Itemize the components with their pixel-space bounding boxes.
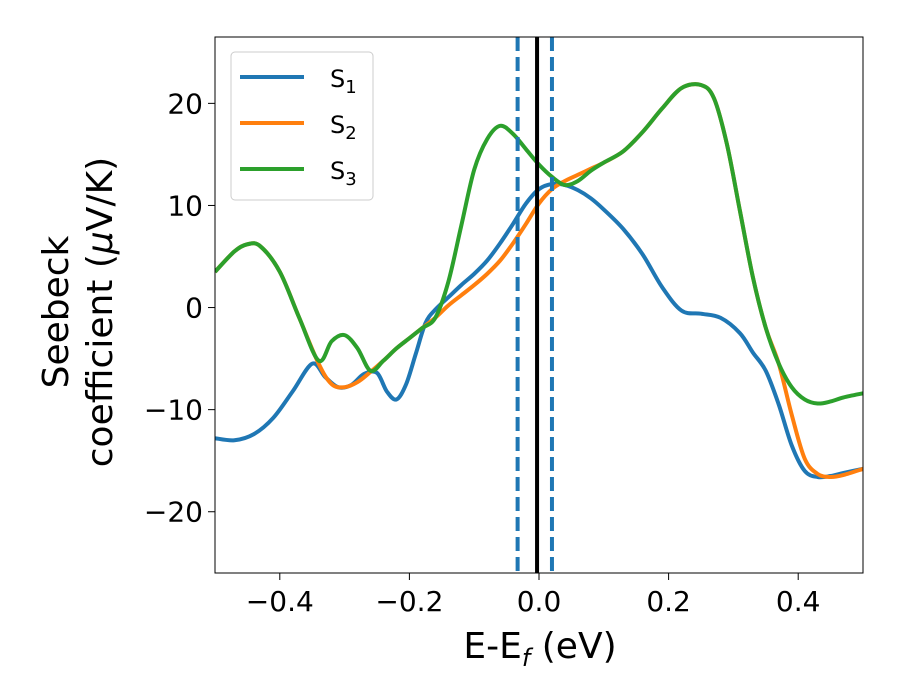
legend-label-s2: S2 — [330, 111, 357, 144]
y-tick-label: 10 — [167, 189, 203, 222]
legend: S1 S2 S3 — [230, 51, 374, 201]
legend-box — [230, 51, 374, 201]
x-tick-label: 0.0 — [517, 585, 562, 618]
plot-lines — [215, 82, 863, 480]
x-tick-label: −0.4 — [246, 585, 314, 618]
vertical-lines — [515, 37, 554, 573]
x-ticks: −0.4 −0.2 0.0 0.2 0.4 — [246, 573, 821, 618]
x-axis-label-tail: (eV) — [530, 626, 616, 667]
y-tick-label: −20 — [144, 496, 203, 529]
series-line-s3 — [215, 82, 863, 406]
y-ticks: −20 −10 0 10 20 — [144, 87, 215, 529]
y-axis-label-pre: coefficient ( — [80, 254, 121, 467]
y-axis-label-post: V/K) — [80, 157, 121, 231]
legend-label-s1: S1 — [330, 65, 357, 98]
y-tick-label: 20 — [167, 87, 203, 120]
y-axis-label-line2: coefficient (μV/K) — [80, 157, 121, 467]
x-axis-label-main: E-E — [463, 626, 521, 667]
y-axis-label-mu: μ — [80, 231, 121, 255]
x-tick-label: 0.4 — [776, 585, 821, 618]
x-tick-label: −0.2 — [375, 585, 443, 618]
y-tick-label: −10 — [144, 394, 203, 427]
x-axis-label: E-Ef (eV) — [463, 626, 616, 672]
legend-label-s3: S3 — [330, 157, 357, 190]
y-tick-label: 0 — [185, 292, 203, 325]
y-axis-label-line1: Seebeck — [36, 235, 77, 388]
y-axis-label: Seebeck coefficient (μV/K) — [36, 157, 121, 467]
x-tick-label: 0.2 — [646, 585, 691, 618]
